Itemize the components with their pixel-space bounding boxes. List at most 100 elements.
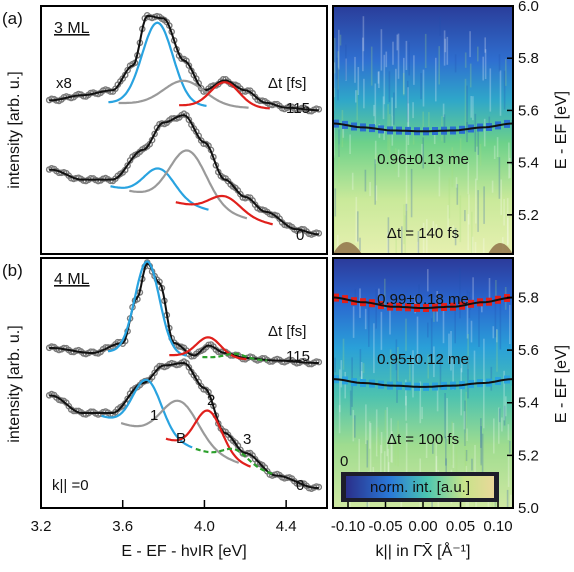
heatmap-streak	[446, 398, 448, 439]
heatmap-streak	[503, 370, 505, 421]
heatmap-streak	[474, 113, 477, 152]
heatmap-streak	[403, 204, 405, 245]
heatmap-streak	[493, 145, 496, 159]
heatmap-streak	[436, 385, 439, 412]
heatmap-streak	[349, 134, 351, 154]
heatmap-streak	[419, 381, 422, 424]
heatmap-streak	[334, 357, 336, 373]
heatmap-streak	[503, 199, 505, 226]
frame-a-left	[40, 5, 328, 255]
heatmap-streak	[430, 318, 433, 358]
panel-a-label: (a)	[2, 9, 23, 28]
heatmap-streak	[382, 96, 385, 120]
peak-blue-a-115	[108, 21, 207, 107]
heatmap-streak	[464, 210, 466, 222]
heatmap-streak	[498, 54, 501, 72]
heatmap-streak	[409, 356, 411, 381]
heatmap-streak	[455, 446, 458, 472]
heatmap-streak	[494, 298, 497, 338]
heatmap-streak	[405, 40, 408, 70]
heatmap-streak	[391, 431, 393, 463]
tick-label-right-b-y: 5.8	[518, 289, 539, 306]
heatmap-streak	[426, 219, 428, 254]
right-ylabel-a: E - EF [eV]	[553, 91, 570, 169]
heatmap-streak	[492, 326, 495, 339]
heatmap-streak	[380, 444, 382, 491]
heatmap-streak	[394, 440, 397, 466]
annotation-x8: x8	[56, 75, 72, 92]
annotation-delay-b: Δt = 100 fs	[387, 431, 459, 448]
heatmap-streak	[369, 182, 371, 197]
heatmap-streak	[459, 138, 462, 153]
heatmap-streak	[422, 222, 425, 254]
peak-label-2: 2	[207, 392, 215, 409]
heatmap-streak	[459, 268, 461, 319]
heatmap-streak	[464, 450, 467, 493]
data-marker-a-115	[185, 62, 193, 69]
heatmap-streak	[487, 496, 490, 508]
heatmap-streak	[483, 380, 485, 429]
tick-label-right-a-y: 5.2	[518, 207, 539, 224]
heatmap-streak	[435, 224, 438, 236]
tick-label-right-x: 0.05	[446, 518, 475, 535]
heatmap-streak	[389, 302, 391, 335]
heatmap-streak	[401, 226, 403, 254]
heatmap-streak	[384, 278, 386, 309]
heatmap-streak	[477, 123, 479, 155]
heatmap-streak	[397, 420, 399, 467]
heatmap-streak	[482, 238, 485, 254]
heatmap-streak	[338, 129, 340, 157]
heatmap-streak	[425, 442, 428, 458]
tick-label-left-x: 3.2	[31, 518, 52, 535]
annotation-delay-0-b: 0	[296, 477, 304, 494]
heatmap-streak	[386, 407, 388, 457]
heatmap-streak	[337, 51, 339, 90]
heatmap-streak	[438, 46, 440, 85]
heatmap-streak	[380, 311, 383, 350]
heatmap-streak	[498, 408, 501, 423]
heatmap-streak	[336, 57, 338, 80]
heatmap-streak	[466, 290, 469, 302]
heatmap-streak	[360, 371, 363, 384]
frame-a-right	[332, 5, 514, 255]
heatmap-streak	[476, 146, 478, 181]
heatmap-streak	[395, 238, 397, 254]
heatmap-streak	[385, 51, 388, 68]
heatmap-streak	[405, 130, 408, 166]
heatmap-streak	[503, 405, 506, 426]
heatmap-streak	[417, 231, 420, 254]
heatmap-streak	[405, 203, 408, 231]
heatmap-streak	[404, 215, 406, 254]
heatmap-streak	[452, 422, 455, 468]
heatmap-streak	[483, 186, 485, 224]
heatmap-streak	[352, 418, 355, 440]
annotation-delay-header-a: Δt [fs]	[268, 75, 306, 92]
heatmap-streak	[405, 423, 408, 473]
annotation-k-parallel: k|| =0	[52, 477, 89, 494]
title-3ml: 3 ML	[54, 20, 90, 37]
heatmap-streak	[412, 350, 414, 398]
heatmap-streak	[428, 112, 430, 127]
heatmap-streak	[493, 418, 495, 454]
heatmap-streak	[364, 308, 367, 330]
tick-label-left-x: 4.0	[194, 518, 215, 535]
left-ylabel-a: intensity [arb. u.]	[6, 71, 23, 188]
heatmap-streak	[362, 363, 365, 374]
heatmap-streak	[466, 85, 468, 132]
heatmap-streak	[433, 346, 435, 378]
peak-red-b-0	[165, 409, 252, 468]
annotation-delay-0-a: 0	[296, 227, 304, 244]
fit-line-a-0	[49, 114, 319, 236]
heatmap-streak	[480, 418, 482, 448]
heatmap-streak	[508, 142, 510, 179]
heatmap-streak	[466, 301, 469, 339]
heatmap-streak	[395, 68, 397, 109]
heatmap-streak	[375, 289, 377, 329]
heatmap-streak	[477, 190, 479, 232]
heatmap-streak	[477, 46, 479, 62]
heatmap-streak	[478, 298, 480, 347]
heatmap-streak	[505, 59, 507, 86]
heatmap-streak	[480, 426, 482, 466]
title-4ml: 4 ML	[54, 271, 90, 288]
heatmap-streak	[433, 127, 436, 145]
